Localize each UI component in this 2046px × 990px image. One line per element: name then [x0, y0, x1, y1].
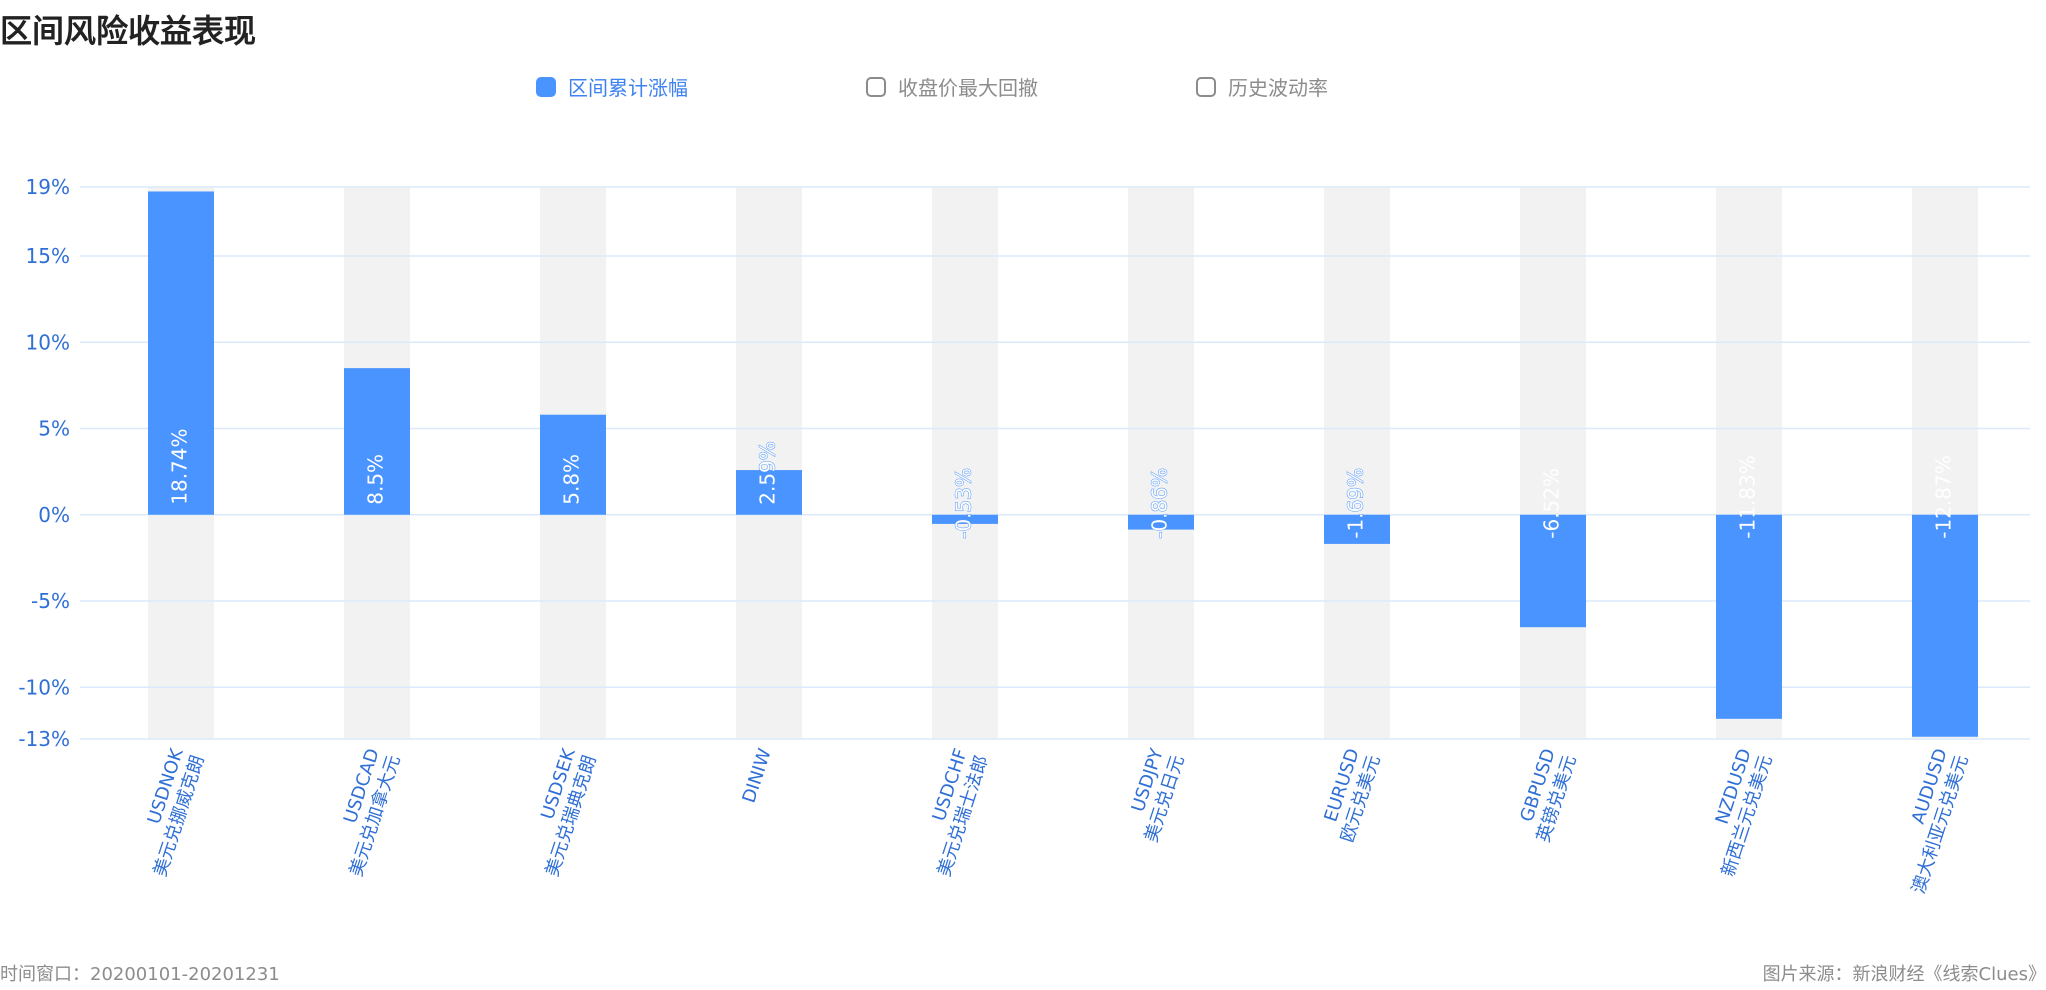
legend-swatch-icon	[866, 76, 886, 97]
time-window-note: 时间窗口：20200101-20201231	[0, 964, 280, 985]
y-tick-label: 5%	[38, 417, 70, 441]
bar	[736, 470, 802, 515]
bar	[540, 414, 606, 515]
legend-label: 收盘价最大回撤	[898, 76, 1038, 100]
bar-data-label: -6.52%	[1540, 468, 1564, 539]
legend-label: 历史波动率	[1228, 76, 1328, 100]
bar-data-label: 18.74%	[168, 428, 192, 504]
bar	[1128, 514, 1194, 530]
legend-label: 区间累计涨幅	[568, 76, 688, 100]
bar-data-label: 2.59%	[756, 441, 780, 505]
y-tick-label: 10%	[26, 330, 70, 354]
bar	[148, 191, 214, 515]
bar	[1324, 514, 1390, 544]
legend-swatch-icon	[536, 76, 556, 97]
y-tick-label: 19%	[26, 175, 70, 199]
category-band	[1324, 187, 1390, 739]
bar-data-label: -0.53%	[952, 468, 976, 539]
image-source-note: 图片来源：新浪财经《线索Clues》	[1762, 964, 2046, 985]
category-band	[1520, 187, 1586, 739]
legend-item-max-drawdown[interactable]: 收盘价最大回撤	[866, 72, 1038, 101]
legend-swatch-icon	[1196, 76, 1216, 97]
bar-data-label: -11.83%	[1736, 455, 1760, 538]
bar	[932, 514, 998, 524]
bar-chart: 19% 15% 10% 5% 0% -5% -10% -13% 18.74% USDNOK美元兑挪…	[18, 175, 2030, 896]
category-band	[1128, 187, 1194, 739]
bar	[1912, 514, 1978, 737]
x-tick-label: DINIW	[739, 746, 776, 806]
bar	[1520, 514, 1586, 628]
bar	[344, 368, 410, 515]
y-tick-label: 15%	[26, 244, 70, 268]
y-tick-label: -13%	[18, 727, 70, 751]
bar-data-label: -1.69%	[1344, 468, 1368, 539]
legend: 区间累计涨幅 收盘价最大回撤 历史波动率	[0, 72, 2046, 108]
bar	[1716, 514, 1782, 719]
y-tick-label: -5%	[31, 589, 70, 613]
bar-data-label: -12.87%	[1932, 455, 1956, 538]
bar-data-label: 5.8%	[560, 454, 584, 505]
legend-item-cumulative-return[interactable]: 区间累计涨幅	[536, 72, 688, 101]
chart-title: 区间风险收益表现	[0, 12, 257, 50]
bar-data-label: -0.86%	[1148, 468, 1172, 539]
y-tick-label: -10%	[18, 675, 70, 699]
x-tick-code: DINIW	[739, 746, 776, 806]
category-band	[736, 187, 802, 739]
category-band	[932, 187, 998, 739]
y-tick-label: 0%	[38, 503, 70, 527]
bar-data-label: 8.5%	[364, 454, 388, 505]
legend-item-volatility[interactable]: 历史波动率	[1196, 72, 1328, 101]
